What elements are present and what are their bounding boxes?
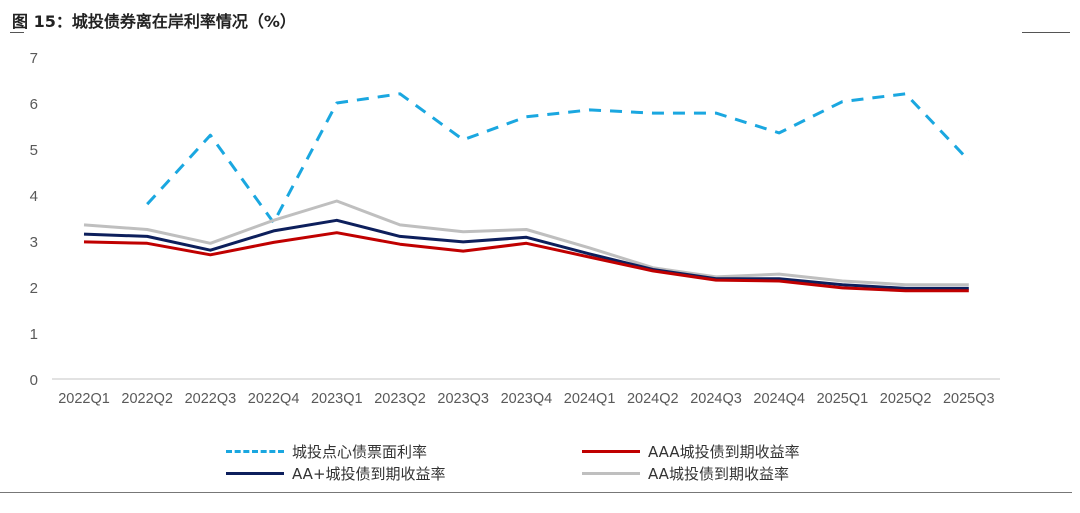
x-tick-label: 2025Q3: [943, 391, 995, 407]
x-tick-label: 2024Q3: [690, 391, 742, 407]
legend-label-2: AA+城投债到期收益率: [292, 465, 446, 483]
top-rule-left: [10, 32, 24, 33]
x-tick-label: 2023Q1: [311, 391, 363, 407]
x-tick-label: 2023Q4: [501, 391, 553, 407]
legend-swatch-2: [226, 472, 284, 475]
legend-swatch-1: [582, 450, 640, 453]
x-tick-label: 2022Q4: [248, 391, 300, 407]
figure-title: 图 15：城投债券离在岸利率情况（%）: [12, 12, 296, 31]
legend-swatch-0: [226, 450, 284, 453]
y-tick-label: 6: [30, 96, 38, 113]
x-tick-label: 2024Q2: [627, 391, 679, 407]
legend-item-1: AAA城投债到期收益率: [582, 441, 800, 462]
y-tick-label: 7: [30, 50, 38, 67]
x-tick-label: 2022Q2: [121, 391, 173, 407]
series-line-0: [146, 92, 970, 225]
y-tick-label: 2: [30, 280, 38, 297]
x-tick-label: 2023Q3: [437, 391, 489, 407]
legend-item-3: AA城投债到期收益率: [582, 463, 789, 484]
legend-swatch-3: [582, 472, 640, 475]
x-tick-label: 2023Q2: [374, 391, 426, 407]
legend-label-1: AAA城投债到期收益率: [648, 443, 800, 461]
y-tick-label: 4: [30, 188, 38, 205]
x-tick-label: 2022Q3: [185, 391, 237, 407]
x-tick-label: 2024Q1: [564, 391, 616, 407]
y-tick-label: 1: [30, 326, 38, 343]
y-tick-label: 5: [30, 142, 38, 159]
legend-item-0: 城投点心债票面利率: [226, 441, 427, 462]
bottom-rule: [0, 492, 1072, 493]
y-tick-label: 0: [30, 372, 38, 389]
legend-label-3: AA城投债到期收益率: [648, 465, 789, 483]
x-tick-label: 2024Q4: [753, 391, 805, 407]
top-rule-right: [1022, 32, 1070, 33]
x-tick-label: 2025Q2: [880, 391, 932, 407]
legend-item-2: AA+城投债到期收益率: [226, 463, 446, 484]
legend-label-0: 城投点心债票面利率: [292, 443, 428, 461]
y-tick-label: 3: [30, 234, 38, 251]
x-tick-label: 2025Q1: [817, 391, 869, 407]
x-tick-label: 2022Q1: [58, 391, 110, 407]
